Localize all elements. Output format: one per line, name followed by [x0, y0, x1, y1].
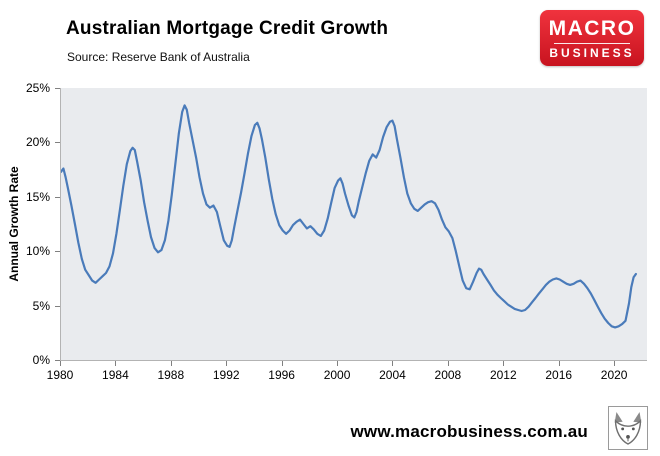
logo-divider: [554, 42, 630, 44]
logo-text-macro: MACRO: [548, 16, 636, 40]
x-axis-tick-mark: [281, 361, 283, 366]
chart-title: Australian Mortgage Credit Growth: [66, 18, 389, 39]
growth-line-svg: [61, 104, 638, 329]
wolf-logo-icon: [608, 406, 648, 450]
website-url: www.macrobusiness.com.au: [350, 422, 588, 441]
x-axis-tick-mark: [226, 361, 228, 366]
y-axis-tick-label: 10%: [25, 244, 50, 259]
x-axis-tick-label: 2004: [379, 368, 406, 382]
y-axis-tick-mark: [55, 360, 60, 361]
x-axis-tick-label: 1996: [268, 368, 295, 382]
x-axis-tick-label: 1980: [46, 368, 74, 382]
y-axis-tick-label: 15%: [25, 189, 50, 204]
x-axis-tick-label: 2016: [545, 368, 573, 382]
x-axis-tick-label: 1988: [157, 368, 185, 382]
chart-area: Annual Growth Rate 0% 5% 10% 15% 20% 25% 1980 1…: [0, 80, 660, 392]
y-axis-tick-label: 25%: [25, 81, 50, 95]
x-axis-tick-mark: [115, 361, 117, 366]
x-axis-tick-mark: [558, 361, 560, 366]
x-axis-tick-mark: [337, 361, 339, 366]
y-axis-tick-label: 5%: [32, 298, 50, 313]
x-axis-tick-label: 2008: [434, 368, 462, 382]
plot-area: [60, 88, 647, 361]
logo-text-business: BUSINESS: [549, 45, 635, 60]
y-axis-title: Annual Growth Rate: [7, 166, 21, 282]
x-axis-tick-label: 2000: [323, 368, 351, 382]
wolf-icon-graphic: [614, 412, 642, 445]
x-axis-tick-label: 2012: [489, 368, 517, 382]
y-axis-tick-mark: [55, 196, 60, 198]
y-axis-tick-label: 0%: [32, 353, 50, 367]
y-axis-tick-mark: [55, 305, 60, 307]
x-axis-tick-mark: [60, 361, 61, 366]
x-axis-tick-mark: [503, 361, 505, 366]
x-axis-tick-mark: [447, 361, 449, 366]
macrobusiness-logo: MACRO BUSINESS: [540, 10, 644, 66]
y-axis-tick-mark: [55, 142, 60, 144]
y-axis-tick-mark: [55, 88, 60, 89]
chart-source: Source: Reserve Bank of Australia: [67, 50, 250, 64]
credit-growth-line: [61, 104, 638, 329]
x-axis-tick-label: 1984: [102, 368, 129, 382]
x-axis-tick-label: 1992: [212, 368, 240, 382]
y-axis-tick-mark: [55, 251, 60, 253]
x-axis-tick-mark: [392, 361, 394, 366]
x-axis-tick-label: 2020: [600, 368, 628, 382]
x-axis-tick-mark: [614, 361, 616, 366]
x-axis-tick-mark: [170, 361, 172, 366]
y-axis-tick-label: 20%: [25, 135, 50, 150]
